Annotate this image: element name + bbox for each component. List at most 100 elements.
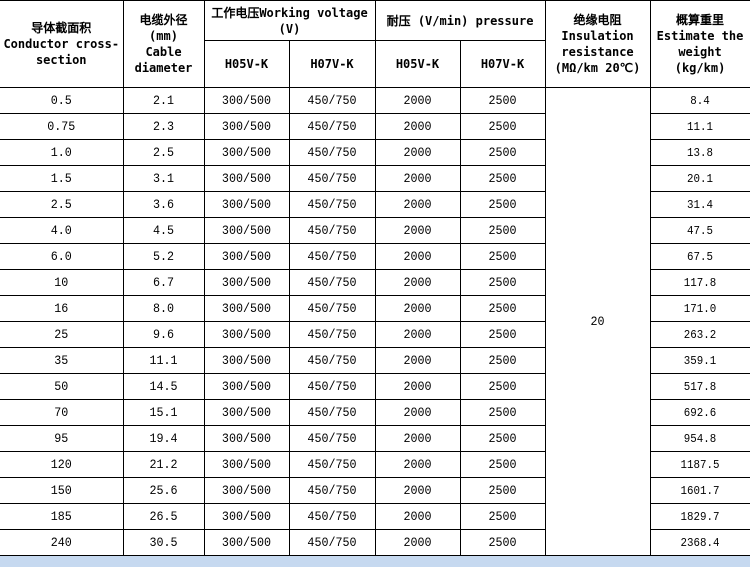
table-cell: 300/500	[207, 399, 286, 426]
table-cell: 1.0	[6, 139, 118, 166]
table-cell: 359.1	[654, 347, 746, 374]
table-cell: 25.6	[126, 477, 201, 504]
table-cell: 2000	[378, 321, 457, 348]
table-cell: 2500	[463, 217, 542, 244]
table-cell: 517.8	[654, 373, 746, 400]
table-cell: 6.0	[6, 243, 118, 270]
table-cell: 450/750	[292, 347, 372, 374]
table-row: 4.0 4.5 300/500 450/750 2000 2500 47.5	[0, 217, 750, 244]
subheader: H07V-K	[288, 40, 376, 88]
table-row: 240 30.5 300/500 450/750 2000 2500 2368.4	[0, 529, 750, 556]
table-cell: 300/500	[207, 191, 286, 218]
table-cell: 2000	[378, 139, 457, 166]
table-cell: 450/750	[292, 191, 372, 218]
table-cell: 2500	[463, 295, 542, 322]
table-cell: 0.75	[6, 113, 118, 140]
table-cell: 171.0	[654, 295, 746, 322]
table-cell: 450/750	[292, 503, 372, 530]
table-cell: 2.3	[126, 113, 201, 140]
table-cell: 2.5	[6, 191, 118, 218]
table-cell: 2500	[463, 477, 542, 504]
table-cell: 19.4	[126, 425, 201, 452]
table-cell: 450/750	[292, 243, 372, 270]
table-row: 35 11.1 300/500 450/750 2000 2500 359.1	[0, 347, 750, 374]
table-cell: 2000	[378, 399, 457, 426]
table-cell: 2000	[378, 113, 457, 140]
table-cell: 150	[6, 477, 118, 504]
table-cell: 2000	[378, 347, 457, 374]
table-cell: 300/500	[207, 243, 286, 270]
table-cell: 117.8	[654, 269, 746, 296]
table-cell: 2368.4	[654, 529, 746, 556]
table-cell: 2500	[463, 113, 542, 140]
table-cell: 2500	[463, 321, 542, 348]
table-cell: 2.1	[126, 87, 201, 114]
table-cell: 263.2	[654, 321, 746, 348]
header-pressure: 耐压 (V/min) pressure	[374, 0, 546, 41]
table-cell: 450/750	[292, 295, 372, 322]
table-cell: 2500	[463, 373, 542, 400]
table-cell: 450/750	[292, 373, 372, 400]
table-row: 120 21.2 300/500 450/750 2000 2500 1187.5	[0, 451, 750, 478]
table-cell: 2000	[378, 529, 457, 556]
table-cell: 15.1	[126, 399, 201, 426]
table-cell: 300/500	[207, 217, 286, 244]
table-cell: 47.5	[654, 217, 746, 244]
table-cell: 450/750	[292, 113, 372, 140]
table-cell: 450/750	[292, 87, 372, 114]
table-cell: 70	[6, 399, 118, 426]
table-row: 10 6.7 300/500 450/750 2000 2500 117.8	[0, 269, 750, 296]
table-cell: 5.2	[126, 243, 201, 270]
table-cell: 450/750	[292, 477, 372, 504]
table-cell: 4.5	[126, 217, 201, 244]
table-cell: 300/500	[207, 347, 286, 374]
table-cell: 35	[6, 347, 118, 374]
table-cell: 2000	[378, 191, 457, 218]
table-cell: 95	[6, 425, 118, 452]
table-cell: 2000	[378, 87, 457, 114]
header-working-voltage: 工作电压Working voltage (V)	[203, 0, 376, 41]
table-cell: 2500	[463, 165, 542, 192]
table-cell: 185	[6, 503, 118, 530]
table-cell: 2500	[463, 87, 542, 114]
table-cell: 31.4	[654, 191, 746, 218]
table-cell: 21.2	[126, 451, 201, 478]
table-cell: 450/750	[292, 217, 372, 244]
header-diameter: 电缆外径 (mm) Cable diameter	[122, 0, 205, 88]
table-row: 1.5 3.1 300/500 450/750 2000 2500 20.1	[0, 165, 750, 192]
table-cell: 1829.7	[654, 503, 746, 530]
table-cell: 300/500	[207, 165, 286, 192]
table-cell: 300/500	[207, 503, 286, 530]
table-cell: 300/500	[207, 529, 286, 556]
table-cell: 2500	[463, 269, 542, 296]
table-row: 150 25.6 300/500 450/750 2000 2500 1601.7	[0, 477, 750, 504]
table-cell: 4.0	[6, 217, 118, 244]
table-cell: 2500	[463, 139, 542, 166]
table-cell: 2000	[378, 425, 457, 452]
table-cell: 8.4	[654, 87, 746, 114]
table-cell: 300/500	[207, 477, 286, 504]
subheader: H05V-K	[374, 40, 461, 88]
table-cell: 2000	[378, 477, 457, 504]
table-cell: 300/500	[207, 373, 286, 400]
table-cell: 2500	[463, 529, 542, 556]
table-cell: 954.8	[654, 425, 746, 452]
table-cell: 240	[6, 529, 118, 556]
table-cell: 120	[6, 451, 118, 478]
header-conductor: 导体截面积 Conductor cross-section	[0, 0, 124, 88]
table-cell: 13.8	[654, 139, 746, 166]
table-cell: 450/750	[292, 529, 372, 556]
table-cell: 300/500	[207, 425, 286, 452]
table-cell: 50	[6, 373, 118, 400]
table-cell: 2500	[463, 191, 542, 218]
table-cell: 300/500	[207, 139, 286, 166]
insulation-value: 20	[549, 87, 646, 556]
table-cell: 2000	[378, 165, 457, 192]
table-cell: 2500	[463, 451, 542, 478]
table-cell: 2500	[463, 243, 542, 270]
table-cell: 16	[6, 295, 118, 322]
table-cell: 2000	[378, 295, 457, 322]
table-cell: 2000	[378, 503, 457, 530]
table-cell: 300/500	[207, 113, 286, 140]
